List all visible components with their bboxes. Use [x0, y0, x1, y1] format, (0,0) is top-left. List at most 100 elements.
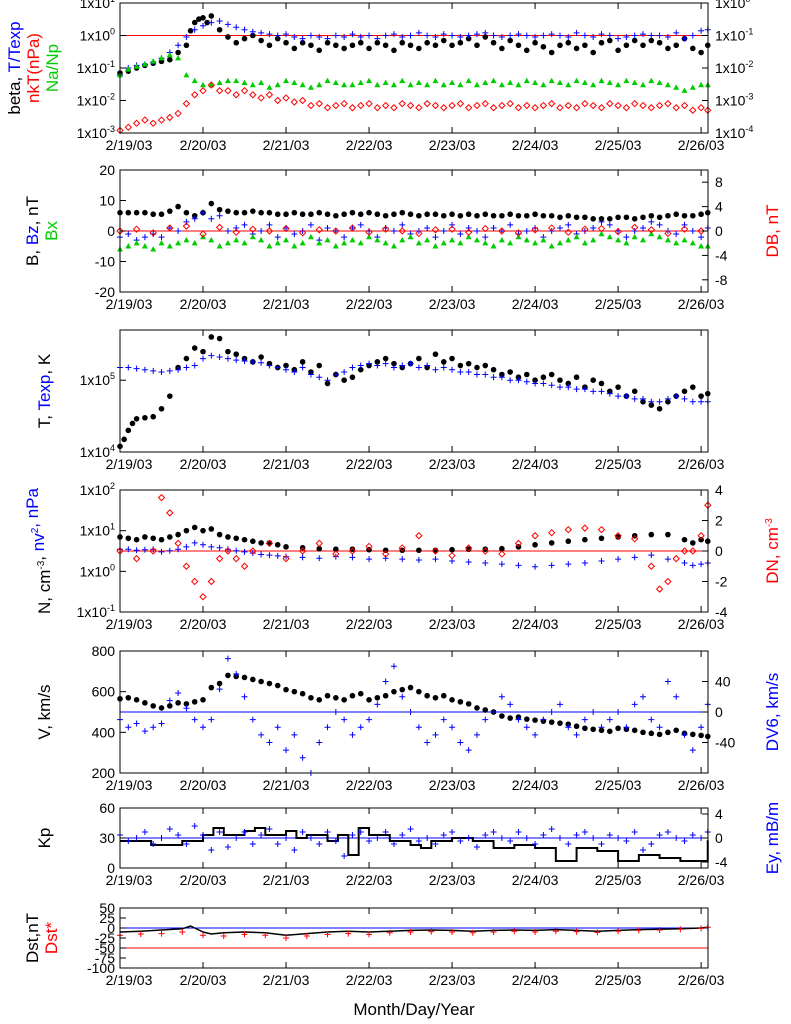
data-point [150, 724, 157, 731]
data-point [216, 79, 223, 86]
data-point [349, 731, 356, 738]
data-point [175, 55, 182, 61]
data-point [615, 725, 621, 732]
data-point [623, 77, 630, 84]
data-point [257, 94, 265, 102]
data-point [631, 395, 638, 402]
data-point [167, 56, 173, 63]
data-point [324, 377, 331, 384]
data-point [166, 243, 173, 249]
data-point [208, 526, 215, 532]
y-axis-title: V, km/s [35, 684, 54, 739]
data-point [531, 532, 539, 540]
data-point [648, 552, 655, 559]
y2-tick-label: -2 [715, 574, 728, 590]
data-point [514, 229, 523, 237]
data-point [142, 534, 148, 540]
data-point [482, 560, 489, 567]
x-tick-label: 2/26/03 [678, 872, 725, 888]
data-point [332, 79, 339, 86]
data-point [316, 374, 323, 381]
series-3 [116, 493, 712, 601]
data-point [158, 405, 165, 412]
data-point [415, 556, 422, 563]
data-point [133, 209, 140, 216]
data-point [233, 670, 240, 677]
data-point [241, 240, 248, 246]
data-point [648, 218, 655, 225]
data-point [615, 81, 622, 88]
data-point [598, 39, 605, 46]
data-point [299, 554, 306, 561]
data-point [366, 32, 373, 39]
data-point [299, 364, 306, 371]
data-point [474, 705, 480, 711]
data-point [698, 393, 704, 399]
data-point [191, 240, 198, 246]
data-point [266, 680, 273, 687]
data-point [225, 208, 231, 214]
data-point [581, 524, 589, 532]
data-point [448, 551, 456, 560]
data-point [191, 823, 198, 829]
x-tick-label: 2/19/03 [106, 777, 153, 793]
data-point [656, 927, 663, 933]
data-point [183, 42, 190, 49]
data-point [482, 34, 489, 40]
data-point [224, 355, 231, 362]
data-point [532, 841, 539, 847]
data-point [158, 536, 165, 543]
data-point [457, 33, 464, 40]
data-point [183, 33, 190, 40]
x-tick-label: 2/20/03 [180, 777, 227, 793]
data-point [324, 224, 331, 231]
data-point [283, 211, 289, 218]
data-point [366, 360, 373, 367]
data-point [399, 686, 406, 693]
data-point [631, 79, 638, 86]
data-point [232, 91, 240, 99]
data-point [348, 547, 357, 555]
data-point [366, 931, 373, 938]
data-point [449, 42, 455, 49]
data-point [407, 684, 414, 691]
x-tick-label: 2/22/03 [346, 296, 393, 312]
x-tick-label: 2/21/03 [263, 777, 310, 793]
data-point [374, 211, 381, 218]
data-point [141, 116, 149, 124]
y2-tick-label: -40 [715, 735, 735, 751]
data-point [357, 240, 364, 246]
data-point [129, 420, 136, 427]
x-tick-label: 2/19/03 [106, 137, 153, 153]
data-point [614, 227, 622, 236]
data-point [673, 42, 680, 49]
data-point [283, 77, 290, 84]
data-point [465, 32, 472, 39]
data-point [200, 527, 206, 534]
data-point [382, 79, 389, 86]
chart-panel-7: 2/19/03 2/20/03 2/21/03 2/22/03 2/23/03 2/24/… [23, 900, 725, 988]
data-point [511, 928, 518, 935]
data-point [415, 104, 423, 112]
x-tick-label: 2/25/03 [595, 616, 642, 632]
data-point [615, 393, 622, 400]
y2-tick-label: 1x10-1 [715, 27, 753, 44]
data-point [548, 719, 555, 725]
data-point [523, 228, 530, 234]
data-point [399, 39, 406, 46]
data-point [648, 212, 655, 219]
data-point [440, 692, 447, 699]
data-point [142, 700, 148, 706]
data-point [150, 841, 157, 847]
data-point [540, 236, 547, 243]
data-point [216, 829, 223, 835]
data-point [125, 66, 132, 72]
data-point [316, 545, 323, 552]
data-point [656, 398, 663, 405]
data-point [258, 29, 265, 36]
data-point [291, 231, 298, 238]
data-point [191, 524, 198, 531]
data-point [697, 532, 705, 540]
data-point [183, 701, 190, 707]
data-point [258, 37, 264, 44]
